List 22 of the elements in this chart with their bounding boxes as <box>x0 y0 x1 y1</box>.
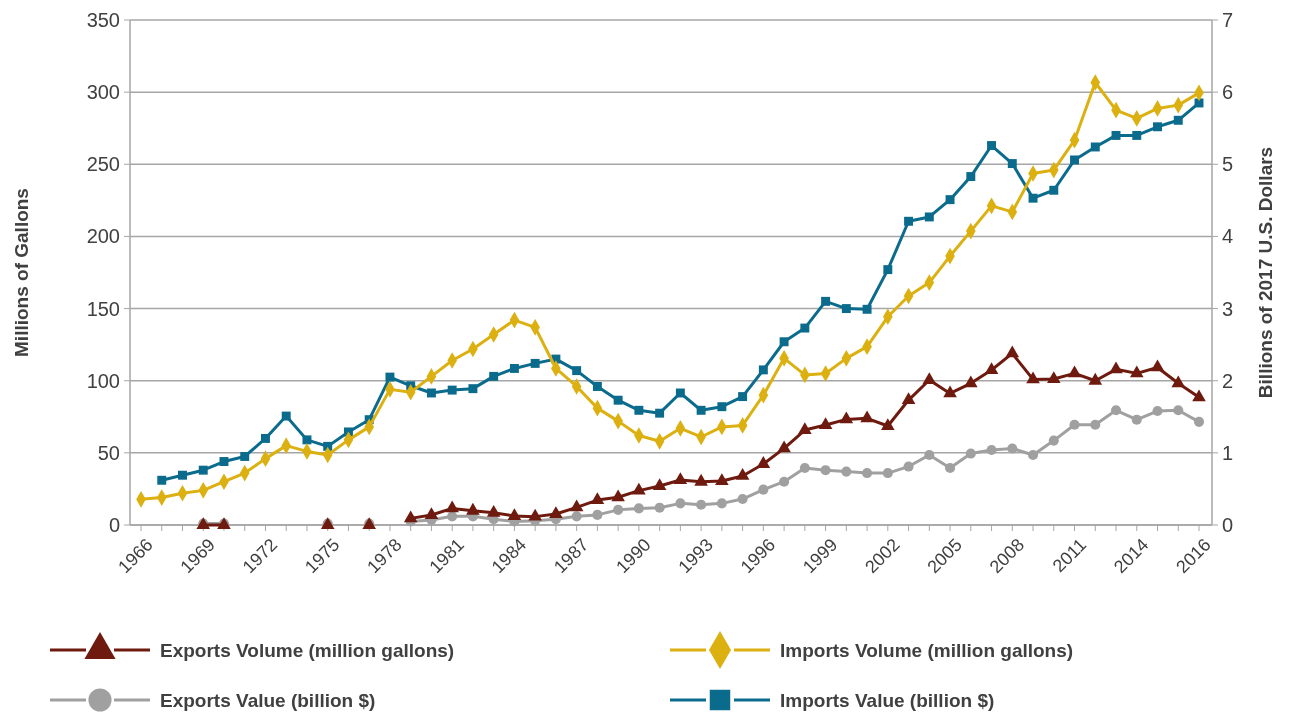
y-tick-label: 100 <box>86 369 120 392</box>
legend-label: Imports Volume (million gallons) <box>780 639 1074 661</box>
legend-label: Imports Value (billion $) <box>780 689 995 711</box>
y-tick-label: 50 <box>97 441 120 464</box>
y-tick-label: 350 <box>86 9 120 31</box>
y2-tick-label: 3 <box>1222 297 1234 320</box>
y2-tick-label: 5 <box>1222 153 1234 176</box>
y2-tick-label: 7 <box>1222 9 1234 31</box>
y2-axis-title: Billions of 2017 U.S. Dollars <box>1255 146 1276 399</box>
legend-label: Exports Value (billion $) <box>160 689 376 711</box>
y2-tick-label: 6 <box>1222 81 1234 104</box>
legend-label: Exports Volume (million gallons) <box>160 639 455 661</box>
y2-tick-label: 1 <box>1222 441 1234 464</box>
y-axis-title: Millions of Gallons <box>11 188 32 357</box>
y2-tick-label: 2 <box>1222 369 1234 392</box>
y-tick-label: 300 <box>86 81 120 104</box>
y-tick-label: 250 <box>86 153 120 176</box>
y2-tick-label: 0 <box>1222 514 1234 536</box>
y-tick-label: 200 <box>86 225 120 248</box>
y-tick-label: 150 <box>86 297 120 320</box>
y-tick-label: 0 <box>108 514 120 536</box>
y2-tick-label: 4 <box>1222 225 1234 248</box>
